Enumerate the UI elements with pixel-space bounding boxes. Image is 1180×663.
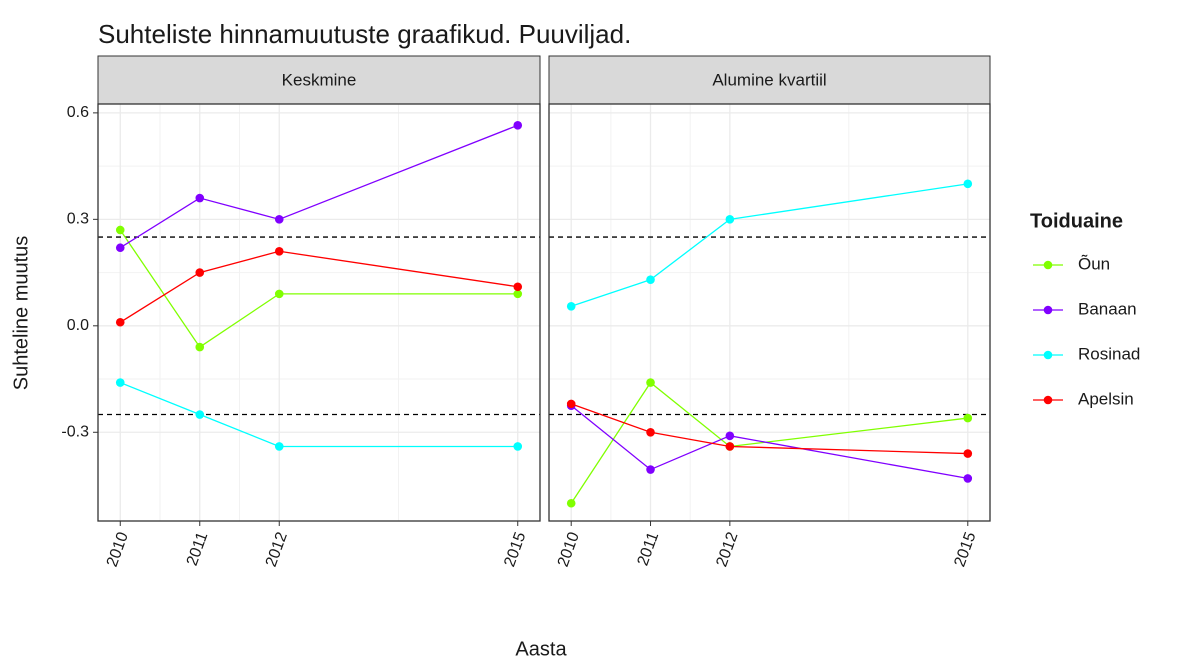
series-line [119, 124, 518, 249]
series-line [571, 183, 968, 307]
legend-label: Õun [1078, 254, 1110, 273]
data-point [513, 442, 523, 451]
data-point [566, 301, 576, 311]
series-line [570, 405, 968, 480]
data-point [115, 243, 125, 253]
data-point [725, 431, 735, 441]
series-line [570, 403, 968, 455]
data-point [195, 410, 205, 419]
series-line [119, 229, 518, 349]
data-point [646, 465, 655, 474]
data-point [513, 289, 523, 299]
facet-strip [548, 55, 991, 105]
panel-border [548, 103, 991, 522]
chart-title: Suhteliste hinnamuutuste graafikud. Puuv… [98, 19, 631, 49]
data-point [274, 246, 284, 256]
legend-key-point [1043, 350, 1053, 360]
legend-key-point [1043, 305, 1053, 315]
data-point [115, 225, 125, 235]
data-point [115, 317, 125, 327]
data-point [963, 474, 973, 483]
series-line [119, 250, 518, 323]
data-point [566, 399, 576, 409]
panel [98, 104, 540, 521]
legend-label: Rosinad [1078, 344, 1140, 363]
facet-title: Keskmine [282, 70, 357, 89]
data-point [274, 289, 284, 299]
legend-label: Banaan [1078, 299, 1137, 318]
data-point [646, 275, 655, 284]
data-point [195, 268, 205, 277]
facet-strip [97, 55, 541, 105]
data-point [963, 449, 973, 458]
data-point [963, 413, 973, 423]
data-point [963, 179, 973, 189]
x-axis-label: Aasta [515, 638, 567, 660]
data-point [513, 282, 523, 292]
data-point [646, 427, 655, 437]
legend-title: Toiduaine [1030, 210, 1123, 232]
facet-title: Alumine kvartiil [712, 70, 826, 89]
data-point [725, 215, 735, 224]
data-point [195, 193, 205, 203]
y-tick-label: 0.0 [67, 317, 89, 334]
data-point [274, 215, 284, 224]
legend-key-point [1043, 260, 1053, 270]
y-tick-label: 0.3 [67, 211, 89, 228]
data-point [646, 378, 655, 387]
y-axis-label: Suhteline muutus [10, 236, 32, 391]
data-point [195, 342, 205, 352]
legend-label: Apelsin [1078, 389, 1134, 408]
data-point [115, 378, 125, 387]
data-point [725, 442, 735, 451]
series-line [120, 381, 518, 448]
data-point [513, 120, 523, 130]
panel-border [97, 103, 541, 522]
y-tick-label: -0.3 [61, 423, 89, 440]
legend-key-point [1043, 395, 1053, 405]
data-point [274, 442, 284, 451]
y-tick-label: 0.6 [67, 104, 89, 121]
series-line [570, 381, 968, 504]
data-point [566, 498, 576, 508]
